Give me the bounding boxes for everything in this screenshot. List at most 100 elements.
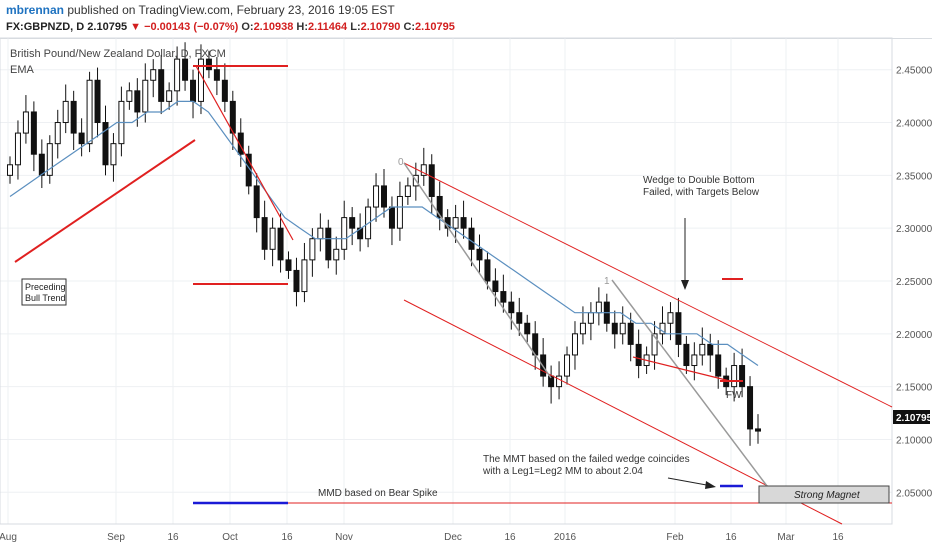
candle-body [110, 143, 117, 166]
candle-body [205, 58, 212, 71]
high-label: H: [296, 21, 308, 33]
candle-body [285, 259, 292, 271]
candle-body [404, 185, 411, 197]
x-tick-12: 16 [832, 532, 844, 543]
candle-body [245, 153, 252, 187]
candle-body [221, 79, 228, 102]
wedge-text-line1: Wedge to Double Bottom [643, 175, 755, 186]
mmd-text: MMD based on Bear Spike [318, 488, 438, 499]
x-tick-2: 16 [167, 532, 179, 543]
x-tick-6: Dec [444, 532, 462, 543]
candle-body [301, 259, 308, 293]
candle-body [715, 354, 722, 377]
candle-body [691, 354, 698, 367]
x-tick-1: Sep [107, 532, 125, 543]
candle-body [30, 111, 37, 155]
fw-label: FW [726, 390, 742, 401]
candle-body [595, 301, 602, 314]
candle-body [452, 217, 459, 229]
candle-body [683, 343, 690, 367]
candle-body [492, 280, 499, 293]
candle-body [102, 122, 109, 166]
candle-body [341, 217, 348, 250]
candle-body [619, 322, 626, 335]
indicator-title: EMA [10, 64, 34, 76]
candle-body [436, 195, 443, 219]
x-tick-5: Nov [335, 532, 353, 543]
candle-body [70, 100, 77, 134]
candle-body [611, 322, 618, 335]
candle-body [468, 227, 475, 250]
down-arrow-icon: ▼ [130, 21, 142, 33]
y-tick-8: 2.05000 [896, 488, 932, 499]
open-value: 2.10938 [253, 21, 294, 33]
last-price-box [893, 410, 930, 424]
publish-info: published on TradingView.com, February 2… [67, 3, 395, 17]
candle-body [381, 185, 387, 208]
price-axis: 2.45000 2.40000 2.35000 2.30000 2.25000 2.200… [896, 66, 932, 500]
candle-body [253, 185, 260, 219]
candle-body [524, 322, 531, 335]
candle-body [213, 69, 220, 81]
y-tick-3: 2.30000 [896, 224, 932, 235]
y-tick-0: 2.45000 [896, 66, 932, 77]
channel-upper-line [403, 162, 893, 408]
publish-line: mbrennan published on TradingView.com, F… [6, 3, 395, 17]
candle-body [126, 90, 133, 102]
bear-spike-line [195, 65, 294, 241]
candle-body [587, 312, 594, 324]
ohlc-line: FX:GBPNZD, D 2.10795 ▼ −0.00143 (−0.07%)… [6, 21, 455, 33]
label-one: 1 [604, 276, 610, 287]
candle-body [556, 375, 563, 388]
candle-body [651, 333, 658, 356]
drawing-lines [14, 65, 893, 525]
candle-body [62, 100, 69, 124]
x-tick-10: 16 [725, 532, 737, 543]
chart-grid [0, 38, 892, 524]
close-value: 2.10795 [415, 21, 455, 33]
candle-body [333, 248, 340, 261]
candle-body [166, 90, 173, 102]
x-tick-9: Feb [666, 532, 684, 543]
candle-body [237, 132, 244, 155]
candle-series [7, 42, 761, 446]
candle-body [78, 132, 85, 145]
candle-body [325, 227, 332, 261]
y-tick-2: 2.35000 [896, 171, 932, 182]
mmt-text-line2: with a Leg1=Leg2 MM to about 2.04 [482, 466, 643, 477]
candle-body [516, 312, 523, 324]
close-label: C: [403, 21, 416, 33]
y-tick-7: 2.10000 [896, 435, 932, 446]
x-tick-11: Mar [777, 532, 795, 543]
candle-body [460, 217, 467, 229]
candle-body [500, 291, 507, 303]
candle-body [174, 58, 181, 92]
candle-body [388, 206, 395, 229]
candle-body [373, 185, 380, 208]
candle-body [755, 428, 761, 432]
candle-body [317, 227, 324, 240]
candle-body [38, 153, 45, 176]
preceding-box [21, 278, 67, 306]
candle-body [46, 143, 53, 176]
y-tick-4: 2.25000 [896, 277, 932, 288]
candle-body [269, 227, 276, 250]
candle-body [309, 238, 316, 261]
preceding-line1: Preceding [25, 282, 66, 292]
mmt-text-line1: The MMT based on the failed wedge coinci… [483, 454, 690, 465]
candle-body [182, 58, 189, 81]
plot-area [0, 37, 893, 525]
candle-body [134, 90, 141, 113]
symbol-title: British Pound/New Zealand Dollar, D, FXC… [10, 48, 226, 60]
x-tick-0: Aug [0, 532, 17, 543]
candle-body [14, 132, 21, 166]
candle-body [277, 227, 284, 261]
ema-line [9, 100, 759, 366]
candle-body [349, 217, 356, 229]
author-link[interactable]: mbrennan [6, 3, 65, 17]
candle-body [158, 69, 165, 102]
high-value: 2.11464 [308, 21, 348, 33]
x-tick-3: Oct [222, 532, 238, 543]
candle-body [150, 69, 157, 81]
